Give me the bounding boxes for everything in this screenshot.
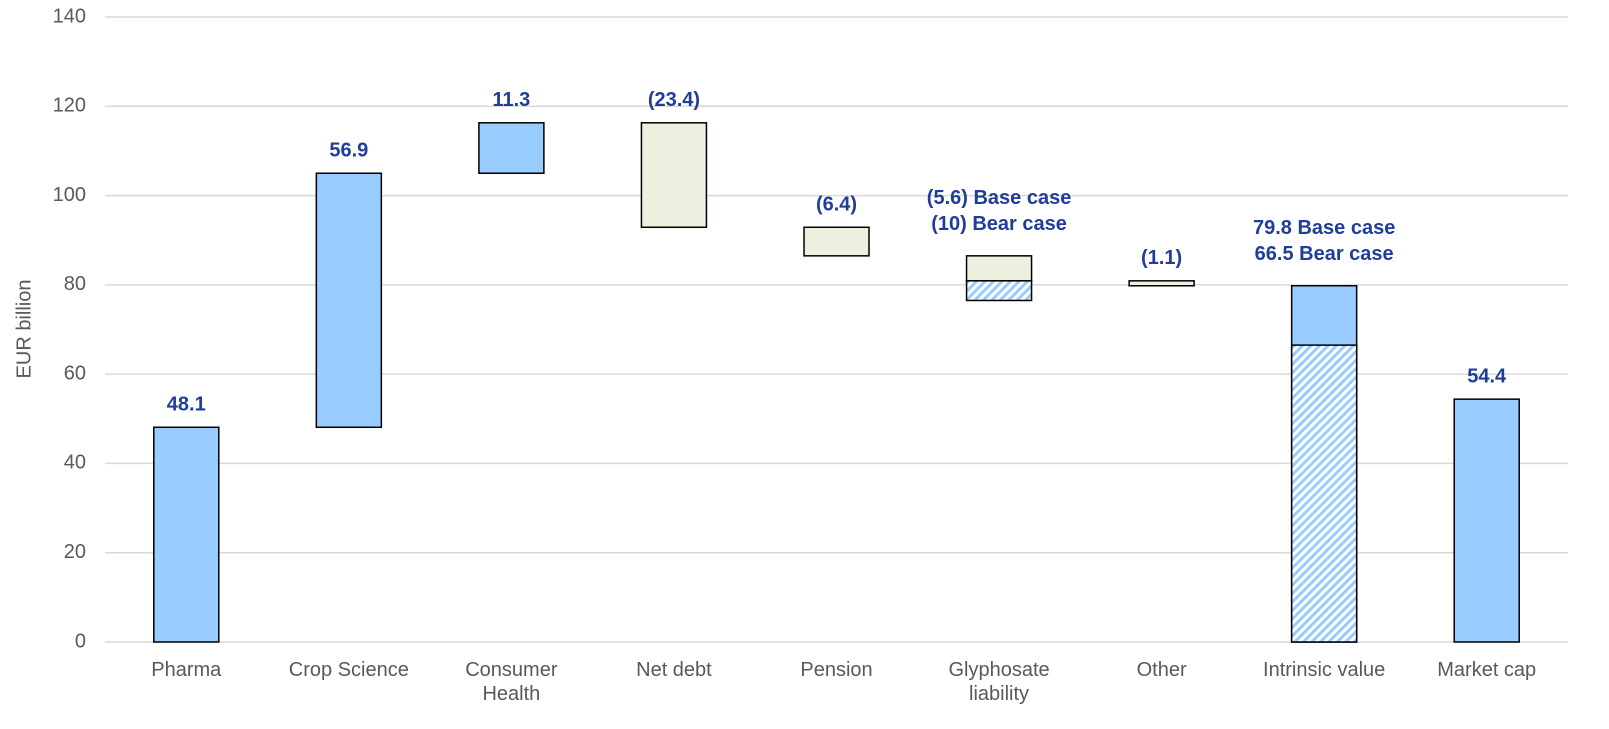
value-label: 66.5 Bear case — [1255, 243, 1394, 265]
bar — [803, 226, 870, 257]
value-label: (6.4) — [816, 194, 857, 216]
value-label: 54.4 — [1467, 365, 1507, 387]
value-label: (23.4) — [648, 89, 700, 111]
bar — [640, 122, 708, 229]
bar — [965, 255, 1033, 282]
x-tick-label: Other — [1136, 659, 1187, 681]
bar — [1453, 398, 1520, 643]
value-label: (1.1) — [1141, 247, 1182, 269]
bar — [478, 122, 545, 175]
bear-bar — [1290, 344, 1358, 643]
x-tick-label: Net debt — [636, 659, 712, 681]
x-tick-label: Consumer Health — [465, 659, 558, 705]
y-tick-label: 40 — [64, 452, 86, 474]
value-label: (5.6) Base case — [927, 187, 1072, 209]
y-tick-label: 100 — [53, 184, 86, 206]
value-label: 79.8 Base case — [1253, 217, 1395, 239]
y-tick-label: 0 — [75, 630, 86, 652]
y-tick-label: 140 — [53, 5, 86, 27]
value-label: 11.3 — [492, 89, 530, 111]
bar — [153, 426, 220, 643]
bar — [1128, 280, 1195, 287]
y-axis-label: EUR billion — [13, 280, 35, 379]
y-tick-label: 20 — [64, 541, 86, 563]
x-tick-label: Crop Science — [288, 659, 409, 681]
y-tick-label: 80 — [64, 273, 86, 295]
x-tick-label: Intrinsic value — [1263, 659, 1386, 681]
bar — [315, 172, 383, 429]
bear-bar — [965, 280, 1033, 302]
y-tick-label: 120 — [53, 95, 86, 117]
x-tick-label: Market cap — [1437, 659, 1537, 681]
value-label: 48.1 — [167, 394, 206, 416]
x-tick-label: Pension — [800, 659, 873, 681]
y-tick-label: 60 — [64, 362, 86, 384]
value-label: (10) Bear case — [931, 213, 1067, 235]
x-tick-label: Glyphosate liability — [948, 659, 1050, 705]
x-tick-label: Pharma — [151, 659, 222, 681]
value-label: 56.9 — [329, 140, 368, 162]
